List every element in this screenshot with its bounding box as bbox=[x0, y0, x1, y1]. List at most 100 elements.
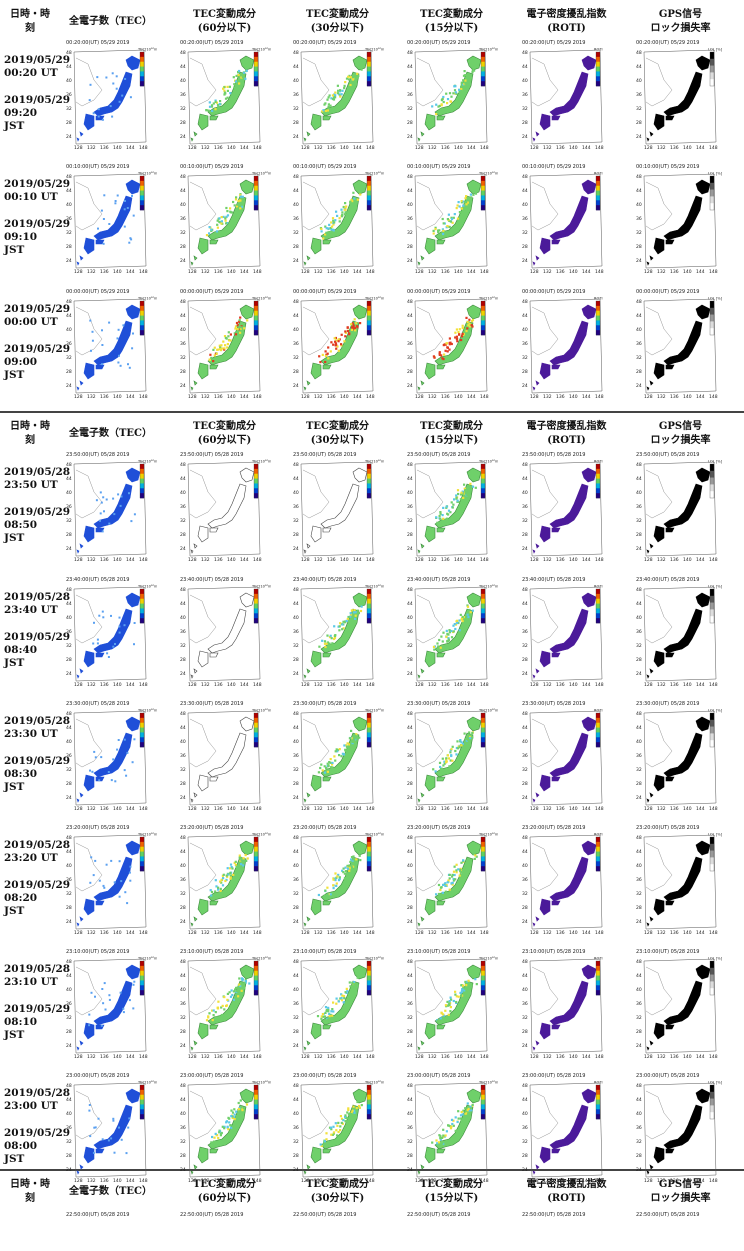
tec-pixel bbox=[121, 94, 124, 97]
map-panel-row7-col5[interactable]: 23:20:00(UT) 05/28 2019 48 44 40 36 32 28 24 128… bbox=[520, 825, 613, 937]
map-panel-row2-col6[interactable]: 00:10:00(UT) 05/29 2019 48 44 40 36 32 28 24 128… bbox=[634, 164, 727, 276]
map-panel-row2-col3[interactable]: 00:10:00(UT) 05/29 2019 48 44 40 36 32 28 24 128… bbox=[291, 164, 384, 276]
map-panel-partial-col2[interactable]: 22:50:00(UT) 05/28 2019 bbox=[178, 1212, 271, 1251]
lon-tick-label: 132 bbox=[87, 145, 96, 150]
map-panel-partial-col3[interactable]: 22:50:00(UT) 05/28 2019 bbox=[291, 1212, 384, 1251]
label-spacer bbox=[4, 865, 62, 879]
map-panel-row3-col4[interactable]: 00:00:00(UT) 05/29 2019 48 44 40 36 32 28 24 128… bbox=[405, 289, 498, 401]
map-panel-row8-col1[interactable]: 23:10:00(UT) 05/28 2019 48 44 40 36 32 28 24 128… bbox=[64, 949, 157, 1061]
map-panel-row6-col2[interactable]: 23:30:00(UT) 05/28 2019 48 44 40 36 32 28 24 128… bbox=[178, 701, 271, 813]
map-panel-row5-col1[interactable]: 23:40:00(UT) 05/28 2019 48 44 40 36 32 28 24 128… bbox=[64, 577, 157, 689]
tec-variation-pixel bbox=[215, 885, 218, 888]
tec-variation-pixel bbox=[231, 993, 234, 997]
map-panel-row1-col3[interactable]: 00:20:00(UT) 05/29 2019 48 44 40 36 32 28 24 128… bbox=[291, 40, 384, 152]
tec-variation-pixel bbox=[328, 636, 332, 639]
tec-variation-pixel bbox=[241, 195, 244, 198]
map-panel-row8-col4[interactable]: 23:10:00(UT) 05/28 2019 48 44 40 36 32 28 24 128… bbox=[405, 949, 498, 1061]
tec-variation-pixel bbox=[352, 191, 355, 194]
map-panel-row7-col2[interactable]: 23:20:00(UT) 05/28 2019 48 44 40 36 32 28 24 128… bbox=[178, 825, 271, 937]
tec-variation-pixel bbox=[458, 88, 461, 91]
map-panel-row1-col2[interactable]: 00:20:00(UT) 05/29 2019 48 44 40 36 32 28 24 128… bbox=[178, 40, 271, 152]
map-panel-row1-col6[interactable]: 00:20:00(UT) 05/29 2019 48 44 40 36 32 28 24 128… bbox=[634, 40, 727, 152]
map-panel-row5-col2[interactable]: 23:40:00(UT) 05/28 2019 48 44 40 36 32 28 24 128… bbox=[178, 577, 271, 689]
map-panel-row4-col1[interactable]: 23:50:00(UT) 05/28 2019 48 44 40 36 32 28 24 128… bbox=[64, 452, 157, 564]
japan-landmass bbox=[93, 483, 133, 529]
map-panel-row1-col5[interactable]: 00:20:00(UT) 05/29 2019 48 44 40 36 32 28 24 128… bbox=[520, 40, 613, 152]
map-panel-row8-col3[interactable]: 23:10:00(UT) 05/28 2019 48 44 40 36 32 28 24 128… bbox=[291, 949, 384, 1061]
lat-tick-label: 32 bbox=[522, 230, 528, 236]
map-panel-row7-col3[interactable]: 23:20:00(UT) 05/28 2019 48 44 40 36 32 28 24 128… bbox=[291, 825, 384, 937]
map-panel-row3-col1[interactable]: 00:00:00(UT) 05/29 2019 48 44 40 36 32 28 24 128… bbox=[64, 289, 157, 401]
map-panel-row8-col6[interactable]: 23:10:00(UT) 05/28 2019 48 44 40 36 32 28 24 128… bbox=[634, 949, 727, 1061]
map-panel-row5-col3[interactable]: 23:40:00(UT) 05/28 2019 48 44 40 36 32 28 24 128… bbox=[291, 577, 384, 689]
lat-tick-label: 44 bbox=[66, 188, 72, 194]
tec-variation-pixel bbox=[208, 226, 211, 229]
tec-variation-pixel bbox=[446, 218, 449, 221]
map-panel-row9-col3[interactable]: 23:00:00(UT) 05/28 2019 48 44 40 36 32 28 24 128… bbox=[291, 1073, 384, 1185]
tec-variation-pixel bbox=[452, 624, 455, 627]
map-panel-row4-col6[interactable]: 23:50:00(UT) 05/28 2019 48 44 40 36 32 28 24 128… bbox=[634, 452, 727, 564]
map-panel-row2-col2[interactable]: 00:10:00(UT) 05/29 2019 48 44 40 36 32 28 24 128… bbox=[178, 164, 271, 276]
tec-variation-pixel bbox=[459, 1114, 463, 1117]
map-panel-row7-col6[interactable]: 23:20:00(UT) 05/28 2019 48 44 40 36 32 28 24 128… bbox=[634, 825, 727, 937]
map-panel-row6-col1[interactable]: 23:30:00(UT) 05/28 2019 48 44 40 36 32 28 24 128… bbox=[64, 701, 157, 813]
japan-landmass bbox=[434, 1104, 474, 1150]
map-panel-partial-col1[interactable]: 22:50:00(UT) 05/28 2019 bbox=[64, 1212, 157, 1251]
map-panel-row9-col4[interactable]: 23:00:00(UT) 05/28 2019 48 44 40 36 32 28 24 128… bbox=[405, 1073, 498, 1185]
map-panel-row4-col4[interactable]: 23:50:00(UT) 05/28 2019 48 44 40 36 32 28 24 128… bbox=[405, 452, 498, 564]
lat-tick-label: 32 bbox=[293, 518, 299, 524]
japan-landmass bbox=[424, 650, 436, 668]
column-header-line2: (30分以下) bbox=[310, 1193, 365, 1204]
map-frame bbox=[643, 958, 717, 1054]
map-panel-row5-col6[interactable]: 23:40:00(UT) 05/28 2019 48 44 40 36 32 28 24 128… bbox=[634, 577, 727, 689]
tec-pixel bbox=[112, 1117, 115, 1120]
tec-variation-pixel bbox=[448, 888, 451, 891]
map-panel-row3-col3[interactable]: 00:00:00(UT) 05/29 2019 48 44 40 36 32 28 24 128… bbox=[291, 289, 384, 401]
map-panel-row9-col1[interactable]: 23:00:00(UT) 05/28 2019 48 44 40 36 32 28 24 128… bbox=[64, 1073, 157, 1185]
lon-tick-label: 136 bbox=[327, 930, 336, 935]
japan-landmass bbox=[551, 900, 561, 906]
map-panel-row7-col1[interactable]: 23:20:00(UT) 05/28 2019 48 44 40 36 32 28 24 128… bbox=[64, 825, 157, 937]
map-panel-row7-col4[interactable]: 23:20:00(UT) 05/28 2019 48 44 40 36 32 28 24 128… bbox=[405, 825, 498, 937]
map-panel-row5-col5[interactable]: 23:40:00(UT) 05/28 2019 48 44 40 36 32 28 24 128… bbox=[520, 577, 613, 689]
lat-tick-label: 24 bbox=[180, 919, 186, 925]
map-panel-row5-col4[interactable]: 23:40:00(UT) 05/28 2019 48 44 40 36 32 28 24 128… bbox=[405, 577, 498, 689]
map-panel-row3-col6[interactable]: 00:00:00(UT) 05/29 2019 48 44 40 36 32 28 24 128… bbox=[634, 289, 727, 401]
tec-pixel bbox=[110, 859, 113, 862]
tec-variation-pixel bbox=[239, 195, 242, 198]
map-panel-row6-col5[interactable]: 23:30:00(UT) 05/28 2019 48 44 40 36 32 28 24 128… bbox=[520, 701, 613, 813]
map-panel-row9-col2[interactable]: 23:00:00(UT) 05/28 2019 48 44 40 36 32 28 24 128… bbox=[178, 1073, 271, 1185]
tec-variation-pixel bbox=[435, 516, 438, 519]
tec-variation-pixel bbox=[350, 609, 353, 612]
map-panel-row2-col5[interactable]: 00:10:00(UT) 05/29 2019 48 44 40 36 32 28 24 128… bbox=[520, 164, 613, 276]
map-panel-row6-col4[interactable]: 23:30:00(UT) 05/28 2019 48 44 40 36 32 28 24 128… bbox=[405, 701, 498, 813]
map-panel-row6-col6[interactable]: 23:30:00(UT) 05/28 2019 48 44 40 36 32 28 24 128… bbox=[634, 701, 727, 813]
map-panel-row8-col2[interactable]: 23:10:00(UT) 05/28 2019 48 44 40 36 32 28 24 128… bbox=[178, 949, 271, 1061]
jst-suffix: JST bbox=[4, 532, 25, 544]
map-panel-row4-col5[interactable]: 23:50:00(UT) 05/28 2019 48 44 40 36 32 28 24 128… bbox=[520, 452, 613, 564]
lat-tick-label: 24 bbox=[293, 1043, 299, 1049]
jst-date: 2019/05/29 bbox=[4, 1127, 71, 1139]
map-panel-row2-col1[interactable]: 00:10:00(UT) 05/29 2019 48 44 40 36 32 28 24 128… bbox=[64, 164, 157, 276]
map-panel-row2-col4[interactable]: 00:10:00(UT) 05/29 2019 48 44 40 36 32 28 24 128… bbox=[405, 164, 498, 276]
map-panel-row3-col5[interactable]: 00:00:00(UT) 05/29 2019 48 44 40 36 32 28 24 128… bbox=[520, 289, 613, 401]
map-panel-row4-col2[interactable]: 23:50:00(UT) 05/28 2019 48 44 40 36 32 28 24 128… bbox=[178, 452, 271, 564]
tec-variation-pixel bbox=[228, 339, 231, 342]
lat-tick-label: 40 bbox=[522, 490, 528, 496]
tec-variation-pixel bbox=[454, 1129, 457, 1132]
map-panel-row9-col6[interactable]: 23:00:00(UT) 05/28 2019 48 44 40 36 32 28 24 128… bbox=[634, 1073, 727, 1185]
tec-variation-pixel bbox=[226, 992, 229, 995]
map-panel-row3-col2[interactable]: 00:00:00(UT) 05/29 2019 48 44 40 36 32 28 24 128… bbox=[178, 289, 271, 401]
map-panel-row4-col3[interactable]: 23:50:00(UT) 05/28 2019 48 44 40 36 32 28 24 128… bbox=[291, 452, 384, 564]
map-panel-partial-col4[interactable]: 22:50:00(UT) 05/28 2019 bbox=[405, 1212, 498, 1251]
map-panel-row9-col5[interactable]: 23:00:00(UT) 05/28 2019 48 44 40 36 32 28 24 128… bbox=[520, 1073, 613, 1185]
map-panel-partial-col6[interactable]: 22:50:00(UT) 05/28 2019 bbox=[634, 1212, 727, 1251]
tec-variation-pixel bbox=[466, 982, 469, 985]
panel-timestamp: 22:50:00(UT) 05/28 2019 bbox=[636, 1212, 700, 1218]
map-panel-row1-col1[interactable]: 00:20:00(UT) 05/29 2019 48 44 40 36 32 28 24 128… bbox=[64, 40, 157, 152]
map-panel-row8-col5[interactable]: 23:10:00(UT) 05/28 2019 48 44 40 36 32 28 24 128… bbox=[520, 949, 613, 1061]
map-panel-row6-col3[interactable]: 23:30:00(UT) 05/28 2019 48 44 40 36 32 28 24 128… bbox=[291, 701, 384, 813]
map-panel-partial-col5[interactable]: 22:50:00(UT) 05/28 2019 bbox=[520, 1212, 613, 1251]
map-panel-row1-col4[interactable]: 00:20:00(UT) 05/29 2019 48 44 40 36 32 28 24 128… bbox=[405, 40, 498, 152]
